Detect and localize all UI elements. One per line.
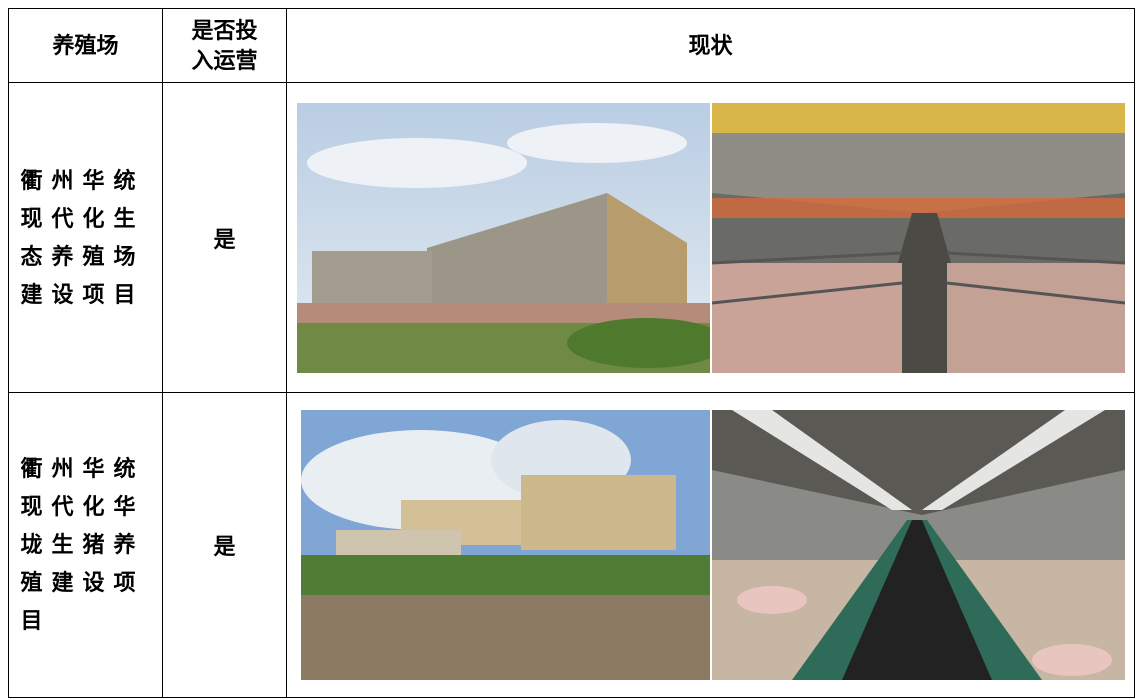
header-cell: 是否投入运营 [162,8,287,83]
header-cell: 现状 [286,8,1135,83]
header-cell: 养殖场 [8,8,163,83]
cell: 是 [162,392,287,698]
header-row: 养殖场 是否投入运营 现状 [8,8,1135,83]
cell [286,82,1135,393]
farm-name: 衢州华统现代化生态养殖场建设项目 [20,167,145,308]
cell: 衢州华统现代化生态养殖场建设项目 [8,82,163,393]
photo-interior [712,102,1125,373]
photo-interior [712,410,1125,680]
table-row: 衢州华统现代化生态养殖场建设项目 是 [8,82,1135,393]
cell: 是 [162,82,287,393]
photo-exterior [301,410,710,680]
header-text: 是否投入运营 [191,17,258,74]
farm-name: 衢州华统现代化华垅生猪养殖建设项目 [20,456,145,634]
cell: 衢州华统现代化华垅生猪养殖建设项目 [8,392,163,698]
photos [287,102,1134,373]
cell [286,392,1135,698]
photo-exterior [297,102,710,373]
photos [287,410,1134,680]
table-row: 衢州华统现代化华垅生猪养殖建设项目 是 [8,392,1135,698]
status-table: 养殖场 是否投入运营 现状 衢州华统现代化生态养殖场建设项目 是 [8,8,1135,698]
